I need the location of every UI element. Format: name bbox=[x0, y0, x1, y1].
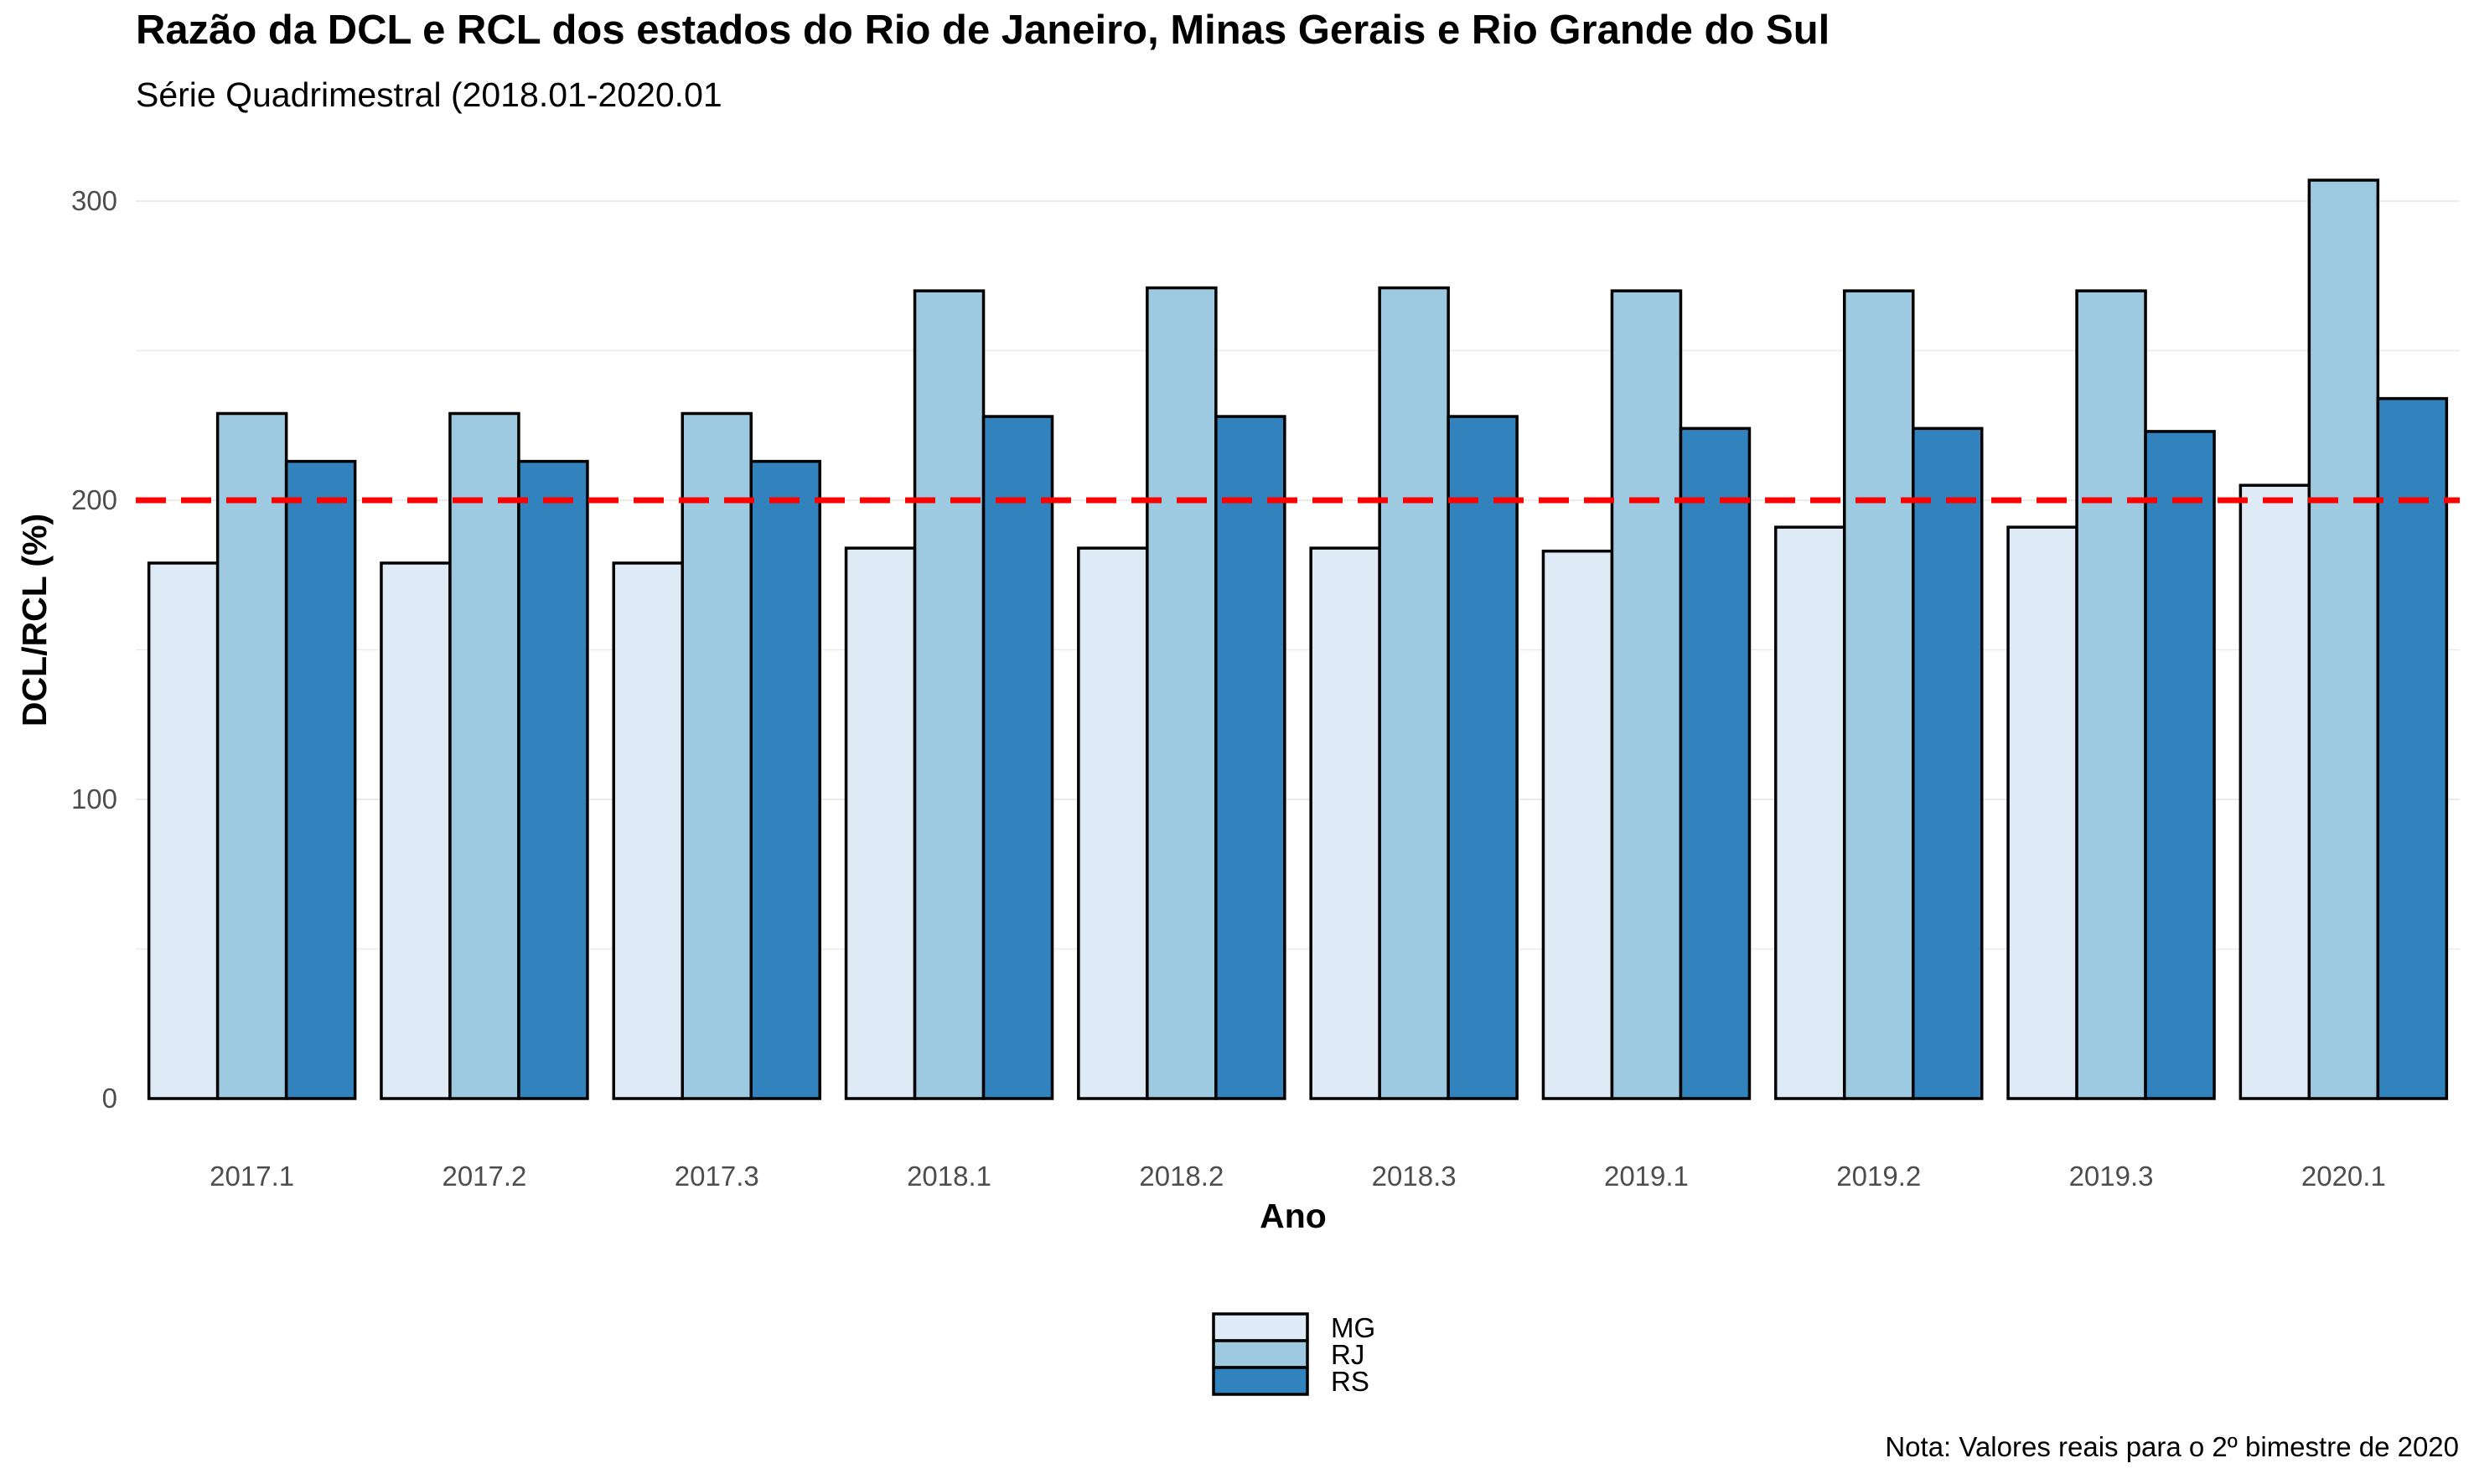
bar-mg bbox=[147, 561, 220, 1100]
x-tick-label: 2017.2 bbox=[442, 1161, 526, 1192]
bar-mg bbox=[1541, 549, 1614, 1100]
bar-mg bbox=[2239, 483, 2311, 1100]
x-tick-label: 2018.3 bbox=[1372, 1161, 1457, 1192]
bar-rj bbox=[2307, 178, 2380, 1100]
bar-rs bbox=[1447, 415, 1519, 1100]
bar-rj bbox=[913, 289, 986, 1100]
x-tick-label: 2019.2 bbox=[1836, 1161, 1921, 1192]
x-tick-label: 2018.1 bbox=[907, 1161, 991, 1192]
legend-label-rs: RS bbox=[1331, 1366, 1369, 1397]
bar-rj bbox=[681, 411, 753, 1100]
y-tick-label: 0 bbox=[102, 1083, 117, 1114]
bar-mg bbox=[1077, 546, 1149, 1100]
bar-mg bbox=[612, 561, 684, 1100]
bar-rs bbox=[1679, 427, 1752, 1100]
bar-rs bbox=[2144, 430, 2216, 1100]
x-axis-ticks: 2017.1 2017.2 2017.3 2018.1 2018.2 2018.3 2019… bbox=[210, 1161, 2386, 1192]
chart-title: Razão da DCL e RCL dos estados do Rio de… bbox=[136, 8, 1830, 53]
bar-rs bbox=[1912, 427, 1984, 1100]
y-tick-label: 300 bbox=[71, 185, 117, 216]
bar-rj bbox=[1610, 289, 1683, 1100]
legend-swatch-mg bbox=[1212, 1312, 1309, 1342]
x-tick-label: 2020.1 bbox=[2301, 1161, 2386, 1192]
bar-mg bbox=[1309, 546, 1381, 1100]
legend-label-rj: RJ bbox=[1331, 1339, 1364, 1370]
x-tick-label: 2017.3 bbox=[675, 1161, 759, 1192]
bar-rj bbox=[448, 411, 520, 1100]
legend-swatch-rs bbox=[1212, 1366, 1309, 1396]
x-tick-label: 2019.3 bbox=[2069, 1161, 2154, 1192]
x-tick-label: 2019.1 bbox=[1604, 1161, 1689, 1192]
bar-mg bbox=[1774, 525, 1846, 1100]
legend-label-mg: MG bbox=[1331, 1312, 1375, 1343]
bars bbox=[147, 178, 2449, 1100]
bar-rj bbox=[2075, 289, 2147, 1100]
x-axis-title: Ano bbox=[1260, 1197, 1327, 1235]
bar-rs bbox=[1214, 415, 1286, 1100]
bar-mg bbox=[380, 561, 452, 1100]
footnote: Nota: Valores reais para o 2º bimestre d… bbox=[1885, 1431, 2459, 1462]
bar-mg bbox=[844, 546, 917, 1100]
bar-rs bbox=[284, 459, 357, 1100]
legend-swatch-rj bbox=[1212, 1339, 1309, 1369]
bar-rj bbox=[215, 411, 288, 1100]
x-tick-label: 2017.1 bbox=[210, 1161, 294, 1192]
y-tick-label: 200 bbox=[71, 484, 117, 515]
bar-rj bbox=[1146, 286, 1218, 1100]
bar-mg bbox=[2006, 525, 2078, 1100]
chart-subtitle: Série Quadrimestral (2018.01-2020.01 bbox=[136, 75, 722, 114]
x-tick-label: 2018.2 bbox=[1139, 1161, 1224, 1192]
bar-rs bbox=[517, 459, 589, 1100]
y-axis-title: DCL/RCL (%) bbox=[15, 514, 54, 726]
bar-rs bbox=[981, 415, 1054, 1100]
bar-rj bbox=[1378, 286, 1450, 1100]
bar-rs bbox=[2376, 396, 2449, 1100]
y-axis-ticks: 0 100 200 300 bbox=[71, 185, 117, 1114]
bar-rs bbox=[749, 459, 821, 1100]
bar-rj bbox=[1843, 289, 1915, 1100]
y-tick-label: 100 bbox=[71, 783, 117, 814]
